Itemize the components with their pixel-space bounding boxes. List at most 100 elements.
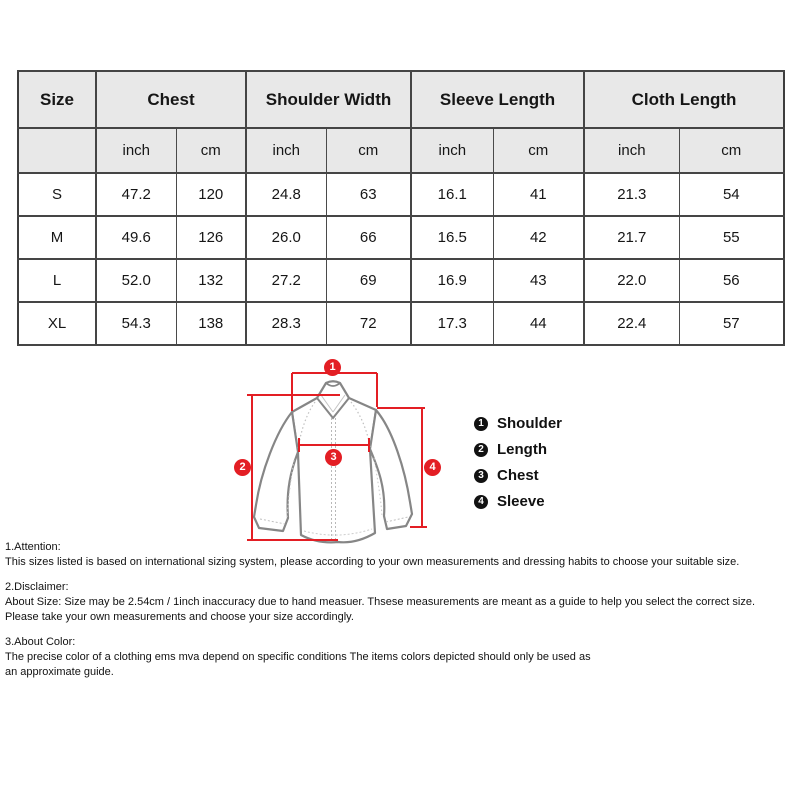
note-about-color: 3.About Color: The precise color of a cl…	[5, 635, 799, 680]
table-cell: 42	[492, 215, 585, 260]
note-text: an approximate guide.	[5, 666, 114, 678]
shirt-right-sleeve	[368, 408, 414, 531]
note-disclaimer: 2.Disclaimer: About Size: Size may be 2.…	[5, 580, 799, 625]
table-cell: 22.4	[583, 301, 680, 346]
table-cell: 72	[325, 301, 412, 346]
size-label: M	[17, 215, 97, 260]
legend-item-sleeve: 4 Sleeve	[474, 491, 562, 512]
table-unit-row: inch cm inch cm inch cm inch cm	[17, 127, 785, 174]
shirt-measurement-diagram	[247, 372, 427, 544]
shirt-seam-stitch	[297, 401, 371, 451]
table-cell: 21.7	[583, 215, 680, 260]
legend-label: Length	[497, 441, 547, 458]
legend-number-icon: 3	[474, 468, 488, 483]
table-cell: 56	[678, 258, 785, 303]
legend-label: Chest	[497, 467, 539, 484]
table-row-l: L 52.0 132 27.2 69 16.9 43 22.0 56	[17, 258, 785, 303]
table-cell: 52.0	[95, 258, 177, 303]
table-cell: 138	[175, 301, 247, 346]
size-label: S	[17, 172, 97, 217]
table-cell: 63	[325, 172, 412, 217]
note-attention: 1.Attention: This sizes listed is based …	[5, 540, 799, 570]
shirt-sleeve-stitch	[286, 457, 383, 519]
shirt-collar-band	[325, 382, 341, 387]
table-cell: 27.2	[245, 258, 327, 303]
table-cell: 43	[492, 258, 585, 303]
legend-number-icon: 2	[474, 442, 488, 457]
col-header-chest: Chest	[94, 70, 247, 129]
table-cell: 21.3	[583, 172, 680, 217]
table-cell: 49.6	[95, 215, 177, 260]
shirt-collar-inner-lines	[320, 394, 346, 413]
table-cell: 69	[325, 258, 412, 303]
note-title: 3.About Color:	[5, 636, 76, 648]
table-cell: 24.8	[245, 172, 327, 217]
unit-header: inch	[583, 127, 680, 174]
legend-item-shoulder: 1 Shoulder	[474, 413, 562, 434]
table-cell: 126	[175, 215, 247, 260]
note-text: About Size: Size may be 2.54cm / 1inch i…	[5, 596, 756, 608]
legend-item-chest: 3 Chest	[474, 465, 562, 486]
unit-header: cm	[175, 127, 247, 174]
legend-number-icon: 1	[474, 416, 488, 431]
note-text: Please take your own measurements and ch…	[5, 611, 354, 623]
table-cell: 41	[492, 172, 585, 217]
table-row-m: M 49.6 126 26.0 66 16.5 42 21.7 55	[17, 215, 785, 260]
table-cell: 22.0	[583, 258, 680, 303]
unit-header-empty	[17, 127, 97, 174]
shirt-collar-flaps	[316, 397, 350, 420]
table-cell: 57	[678, 301, 785, 346]
measure-line-length	[247, 394, 340, 541]
col-header-cloth-length: Cloth Length	[583, 70, 785, 129]
note-title: 1.Attention:	[5, 541, 61, 553]
table-cell: 17.3	[410, 301, 494, 346]
col-header-size: Size	[17, 70, 97, 129]
unit-header: inch	[95, 127, 177, 174]
table-cell: 47.2	[95, 172, 177, 217]
table-cell: 54	[678, 172, 785, 217]
unit-header: cm	[325, 127, 412, 174]
shirt-left-sleeve	[252, 410, 300, 533]
marker-chest: 3	[325, 449, 342, 466]
marker-length: 2	[234, 459, 251, 476]
unit-header: inch	[245, 127, 327, 174]
unit-header: inch	[410, 127, 494, 174]
table-header-row: Size Chest Shoulder Width Sleeve Length …	[17, 70, 785, 129]
note-text: The precise color of a clothing ems mva …	[5, 651, 591, 663]
marker-shoulder: 1	[324, 359, 341, 376]
table-cell: 26.0	[245, 215, 327, 260]
measurement-legend: 1 Shoulder 2 Length 3 Chest 4 Sleeve	[474, 413, 562, 517]
note-text: This sizes listed is based on internatio…	[5, 556, 740, 568]
table-cell: 16.9	[410, 258, 494, 303]
table-cell: 120	[175, 172, 247, 217]
legend-label: Shoulder	[497, 415, 563, 432]
legend-number-icon: 4	[474, 494, 488, 509]
col-header-shoulder-width: Shoulder Width	[245, 70, 412, 129]
measure-line-sleeve	[377, 407, 427, 528]
col-header-sleeve-length: Sleeve Length	[410, 70, 585, 129]
shirt-placket-stitch	[331, 418, 336, 540]
legend-label: Sleeve	[497, 493, 545, 510]
unit-header: cm	[678, 127, 785, 174]
measure-line-chest	[298, 438, 370, 452]
table-cell: 16.1	[410, 172, 494, 217]
table-cell: 44	[492, 301, 585, 346]
table-cell: 16.5	[410, 215, 494, 260]
size-chart-table: Size Chest Shoulder Width Sleeve Length …	[17, 70, 786, 346]
size-label: XL	[17, 301, 97, 346]
table-cell: 54.3	[95, 301, 177, 346]
note-title: 2.Disclaimer:	[5, 581, 69, 593]
table-cell: 28.3	[245, 301, 327, 346]
table-cell: 55	[678, 215, 785, 260]
table-cell: 66	[325, 215, 412, 260]
legend-item-length: 2 Length	[474, 439, 562, 460]
table-row-s: S 47.2 120 24.8 63 16.1 41 21.3 54	[17, 172, 785, 217]
table-cell: 132	[175, 258, 247, 303]
marker-sleeve: 4	[424, 459, 441, 476]
table-row-xl: XL 54.3 138 28.3 72 17.3 44 22.4 57	[17, 301, 785, 346]
notes-section: 1.Attention: This sizes listed is based …	[5, 540, 799, 690]
unit-header: cm	[492, 127, 585, 174]
shirt-cuff-stitch	[259, 516, 409, 525]
size-label: L	[17, 258, 97, 303]
